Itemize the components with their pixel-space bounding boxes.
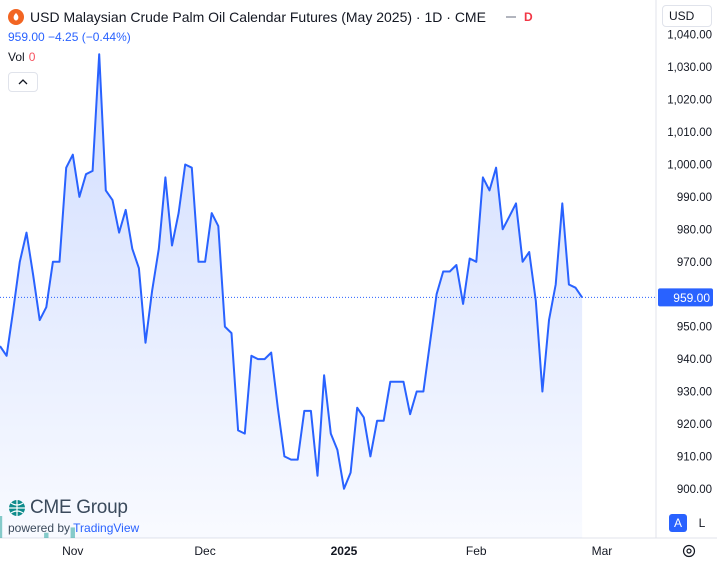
price-tick-label: 1,000.00	[667, 159, 712, 171]
time-tick-label: Nov	[62, 544, 83, 558]
price-tick-label: 1,010.00	[667, 127, 712, 139]
time-axis-labels: Nov Dec 2025 Feb Mar	[62, 544, 612, 558]
gear-icon[interactable]	[681, 543, 697, 559]
last-price-label: 959.00	[673, 291, 710, 305]
price-tick-label: 910.00	[677, 451, 712, 463]
tradingview-link[interactable]: TradingView	[73, 521, 140, 535]
last-price-badge	[658, 288, 713, 307]
price-tick-label: 920.00	[677, 419, 712, 431]
time-tick-label: Mar	[592, 544, 613, 558]
cme-group-watermark: CME Group powered by TradingView	[8, 497, 139, 535]
volume-label: Vol	[8, 50, 25, 64]
price-tick-label: 940.00	[677, 354, 712, 366]
auto-scale-button[interactable]: A	[669, 514, 687, 532]
price-tick-label: 950.00	[677, 322, 712, 334]
price-series-line	[0, 53, 583, 490]
chart-legend-header: USD Malaysian Crude Palm Oil Calendar Fu…	[8, 6, 533, 28]
time-tick-label: Dec	[194, 544, 215, 558]
price-tick-label: 1,040.00	[667, 30, 712, 42]
price-tick-label: 990.00	[677, 192, 712, 204]
time-tick-label: 2025	[331, 544, 358, 558]
price-tick-label: 980.00	[677, 224, 712, 236]
price-change-quote: 959.00 −4.25 (−0.44%)	[8, 30, 131, 44]
price-tick-label: 1,020.00	[667, 95, 712, 107]
volume-legend: Vol 0	[8, 50, 35, 64]
price-tick-label: 900.00	[677, 484, 712, 496]
symbol-title[interactable]: USD Malaysian Crude Palm Oil Calendar Fu…	[30, 9, 486, 25]
cme-symbol-logo-icon	[8, 9, 24, 25]
cme-globe-icon	[9, 500, 25, 516]
price-tick-label: 930.00	[677, 386, 712, 398]
delayed-data-flag[interactable]: D	[523, 10, 533, 24]
chevron-up-icon	[18, 79, 28, 85]
price-area-fill	[0, 54, 583, 538]
price-tick-label: 970.00	[677, 257, 712, 269]
time-tick-label: Feb	[466, 544, 487, 558]
currency-selector[interactable]: USD	[662, 5, 712, 27]
log-scale-button[interactable]: L	[698, 516, 706, 530]
minus-icon[interactable]	[505, 16, 516, 18]
price-tick-label: 1,030.00	[667, 62, 712, 74]
volume-value: 0	[28, 50, 36, 64]
powered-by-label: powered by	[8, 521, 74, 535]
price-axis-labels: 1,040.00 1,030.00 1,020.00 1,010.00 1,000.00…	[667, 30, 712, 496]
collapse-legend-button[interactable]	[8, 72, 38, 92]
powered-by-text: powered by TradingView	[8, 521, 139, 535]
cme-group-text: CME Group	[30, 497, 128, 518]
